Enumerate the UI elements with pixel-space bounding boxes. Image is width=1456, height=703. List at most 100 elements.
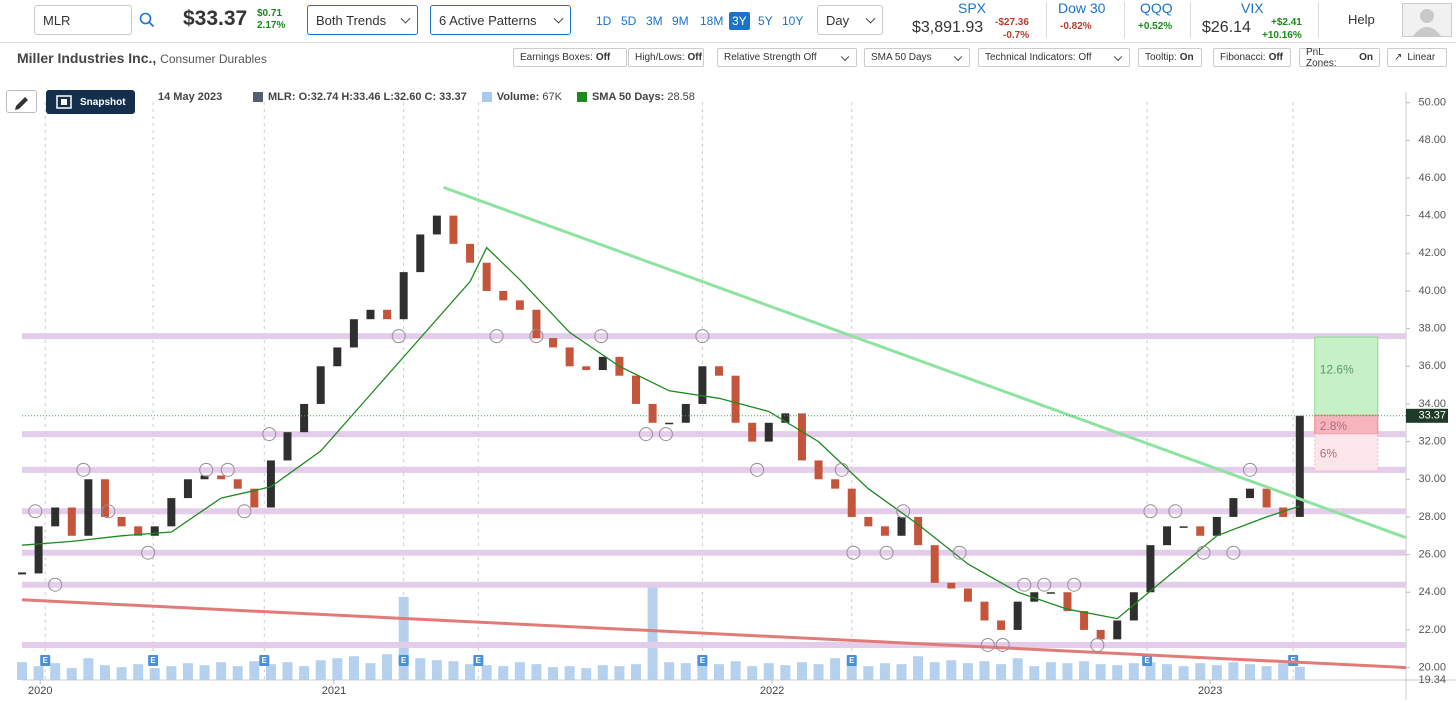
pivot-marker <box>262 427 277 442</box>
y-tick-label: 26.00 <box>1418 548 1446 560</box>
period-button[interactable]: 10Y <box>782 14 804 28</box>
pivot-marker <box>1067 577 1082 592</box>
candle <box>698 366 707 404</box>
candle <box>864 516 873 527</box>
legend-bar: MLR: O:32.74 H:33.46 L:32.60 C: 33.37 Vo… <box>253 91 695 103</box>
volume-bar <box>1178 666 1189 680</box>
earnings-box <box>40 655 51 666</box>
search-icon[interactable] <box>139 12 155 28</box>
legend-swatch <box>576 92 587 102</box>
candle <box>1163 526 1172 546</box>
earnings-box <box>1142 655 1153 666</box>
period-button[interactable]: 5Y <box>758 14 773 28</box>
volume-bar <box>249 661 260 680</box>
candle <box>880 526 889 536</box>
trendline <box>21 598 1407 670</box>
index-name[interactable]: QQQ <box>1140 0 1173 16</box>
toggle-label: High/Lows: <box>635 52 685 63</box>
x-tick-label: 2022 <box>760 685 784 697</box>
toggle[interactable]: Earnings Boxes: Off <box>513 48 627 67</box>
candle <box>831 479 840 489</box>
candle <box>482 262 491 291</box>
volume-bar <box>514 662 525 680</box>
period-button[interactable]: 3M <box>646 14 663 28</box>
y-tick-label: 50.00 <box>1418 97 1446 109</box>
candle <box>366 309 375 320</box>
symbol-search[interactable]: MLR <box>34 5 132 35</box>
y-tick-label: 32.00 <box>1418 436 1446 448</box>
volume-bar <box>365 663 376 680</box>
pivot-marker <box>638 427 653 442</box>
avatar[interactable] <box>1402 3 1452 37</box>
candle <box>183 479 192 499</box>
period-button[interactable]: 5D <box>621 14 637 28</box>
volume-bar <box>1228 662 1239 680</box>
toggle[interactable]: PnL Zones: On <box>1299 47 1380 69</box>
toggle[interactable]: Tooltip: On <box>1138 48 1202 67</box>
candle <box>1229 498 1238 517</box>
pivot-marker <box>199 462 214 477</box>
legend-ohlc: O:32.74 H:33.46 L:32.60 C: 33.37 <box>298 91 467 103</box>
legend-swatch <box>253 92 263 102</box>
period-button[interactable]: 18M <box>700 14 724 28</box>
pivot-marker <box>594 329 609 344</box>
candle <box>665 422 674 425</box>
volume-bar <box>66 668 77 680</box>
period-button[interactable]: 1D <box>596 14 612 28</box>
volume-bar <box>1145 662 1156 680</box>
volume-bar <box>830 658 841 680</box>
period-button[interactable]: 9M <box>672 14 689 28</box>
snapshot-text: Snapshot <box>80 96 126 108</box>
earnings-label: E <box>43 656 49 665</box>
toggle-label: Technical Indicators: Off <box>985 52 1092 63</box>
toggle[interactable]: Fibonacci: Off <box>1213 48 1291 67</box>
legend-volume: 67K <box>542 91 562 103</box>
volume-bar <box>548 667 559 680</box>
period-button[interactable]: 3Y <box>729 12 750 30</box>
volume-bar <box>1012 658 1023 680</box>
candle <box>466 243 475 263</box>
index-price: $3,891.93 <box>912 19 984 36</box>
pivot-marker <box>846 545 861 560</box>
toggle[interactable]: Technical Indicators: Off <box>978 48 1130 67</box>
pivot-marker <box>658 427 673 442</box>
candle <box>117 516 126 527</box>
toggle[interactable]: High/Lows: Off <box>628 48 704 67</box>
candle <box>316 366 325 404</box>
y-tick-label: 19.34 <box>1418 674 1446 686</box>
y-tick-label: 20.00 <box>1418 661 1446 673</box>
candle <box>1196 526 1205 536</box>
trend-select[interactable]: Both Trends <box>307 5 418 35</box>
snapshot-button[interactable]: Snapshot <box>46 90 135 114</box>
candle <box>1080 611 1089 630</box>
candle <box>250 488 259 508</box>
volume-bar <box>813 664 824 680</box>
toggle[interactable]: Relative Strength Off <box>717 48 857 67</box>
pattern-select[interactable]: 6 Active Patterns <box>430 5 571 35</box>
index-name[interactable]: VIX <box>1241 0 1264 16</box>
volume-bar <box>680 663 691 680</box>
help-link[interactable]: Help <box>1348 12 1375 27</box>
candle <box>200 475 209 480</box>
candle <box>515 300 524 310</box>
volume-bar <box>796 662 807 680</box>
scale-toggle[interactable]: ↗ Linear <box>1387 48 1447 67</box>
volume-bar <box>1294 666 1305 680</box>
pivot-marker <box>896 504 911 519</box>
candle <box>1129 592 1138 621</box>
index-name[interactable]: SPX <box>958 0 987 16</box>
candle <box>349 319 358 348</box>
toggle-label: Relative Strength Off <box>724 52 817 63</box>
volume-bar <box>282 662 293 680</box>
candle <box>217 475 226 480</box>
draw-tool[interactable] <box>6 90 37 113</box>
volume-bar <box>382 654 393 680</box>
volume-bar <box>1079 661 1090 680</box>
toggle[interactable]: SMA 50 Days <box>864 48 970 67</box>
x-tick-label: 2021 <box>322 685 346 697</box>
interval-select[interactable]: Day <box>817 5 883 35</box>
y-tick-label: 36.00 <box>1418 360 1446 372</box>
index-name[interactable]: Dow 30 <box>1058 0 1106 16</box>
earnings-label: E <box>849 656 855 665</box>
candle <box>1246 488 1255 499</box>
